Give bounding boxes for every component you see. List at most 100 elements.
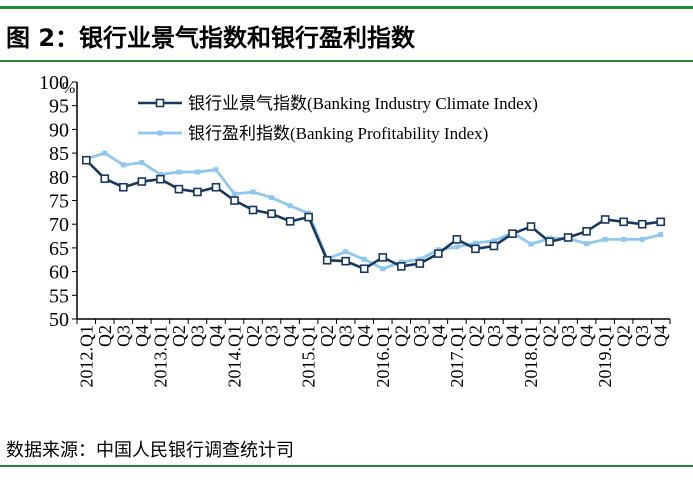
data-point (102, 150, 108, 156)
x-tick-label: Q3 (410, 325, 430, 347)
data-point (176, 169, 182, 175)
series-profitability-index (83, 150, 664, 272)
x-tick-label: Q2 (391, 325, 411, 347)
x-tick-label: 2015.Q1 (299, 325, 319, 388)
figure-title: 图 2：银行业景气指数和银行盈利指数 (6, 24, 416, 52)
data-point (230, 196, 239, 205)
x-tick-label: Q2 (169, 325, 189, 347)
y-tick-label: 60 (49, 262, 69, 284)
y-tick-label: 75 (49, 191, 69, 213)
x-tick-label: 2014.Q1 (225, 325, 245, 388)
data-point (341, 256, 351, 266)
x-tick-label: Q3 (336, 325, 356, 347)
x-tick-label: Q4 (502, 325, 522, 347)
data-point (619, 217, 628, 227)
data-point (602, 236, 608, 242)
x-axis-ticks: 2012.Q1Q2Q3Q42013.Q1Q2Q3Q42014.Q1Q2Q3Q42… (76, 319, 671, 388)
data-point (250, 189, 256, 195)
y-tick-label: 70 (49, 214, 69, 236)
data-point (248, 205, 258, 215)
legend-item: 银行盈利指数(Banking Profitability Index) (138, 124, 488, 143)
data-point (491, 238, 497, 244)
chart-axes (76, 82, 670, 320)
legend-label: 银行盈利指数(Banking Profitability Index) (188, 124, 488, 143)
x-tick-label: Q2 (95, 325, 115, 347)
data-point (81, 155, 91, 165)
data-point (452, 235, 462, 244)
x-tick-label: 2013.Q1 (150, 325, 170, 388)
y-tick-label: 90 (49, 119, 69, 141)
y-axis-unit: % (62, 80, 75, 97)
data-point (119, 182, 128, 192)
y-tick-label: 50 (49, 309, 69, 331)
data-point (139, 160, 145, 166)
data-point (584, 241, 590, 247)
data-point (508, 229, 517, 238)
data-point (658, 232, 664, 238)
x-tick-label: Q3 (113, 325, 133, 347)
data-point (285, 217, 295, 226)
data-point (600, 215, 610, 224)
x-tick-label: Q4 (577, 325, 597, 347)
data-point (304, 212, 313, 222)
data-point (137, 177, 147, 186)
x-tick-label: Q3 (484, 325, 504, 347)
data-point (156, 174, 165, 184)
data-point (287, 203, 293, 209)
data-point (545, 237, 554, 247)
legend-swatch-marker (155, 98, 165, 108)
bottom-rule (0, 465, 693, 467)
series-climate-index (81, 155, 666, 274)
data-point (471, 244, 480, 254)
data-point (472, 240, 478, 246)
data-point (528, 241, 534, 247)
y-tick-label: 95 (49, 96, 69, 118)
x-tick-label: Q4 (354, 325, 374, 347)
data-point (415, 259, 425, 268)
x-tick-label: 2017.Q1 (447, 325, 467, 388)
y-tick-label: 100 (39, 72, 69, 94)
data-point (232, 191, 238, 197)
x-tick-label: 2019.Q1 (595, 325, 615, 388)
y-tick-label: 80 (49, 167, 69, 189)
y-tick-label: 85 (49, 143, 69, 165)
data-point (361, 256, 367, 262)
data-point (193, 187, 202, 197)
data-point (526, 222, 536, 231)
x-tick-label: Q2 (243, 325, 263, 347)
legend-label: 银行业景气指数(Banking Industry Climate Index) (188, 94, 538, 113)
data-point (211, 182, 221, 192)
data-point (267, 209, 276, 219)
data-point (157, 171, 163, 177)
data-point (378, 253, 388, 262)
data-point (100, 174, 110, 183)
x-tick-label: Q4 (206, 325, 226, 347)
data-point (637, 219, 647, 229)
data-point (213, 167, 219, 173)
x-tick-label: Q3 (632, 325, 652, 347)
data-point (639, 236, 645, 242)
data-point (174, 184, 184, 194)
chart-legend: 银行业景气指数(Banking Industry Climate Index) 银… (138, 94, 538, 143)
data-point (359, 264, 369, 274)
data-point (434, 249, 443, 258)
data-point (489, 241, 499, 251)
x-tick-label: Q4 (280, 325, 300, 347)
y-tick-label: 55 (49, 285, 69, 307)
x-tick-label: Q2 (465, 325, 485, 347)
data-point (454, 244, 460, 250)
x-tick-label: 2018.Q1 (521, 325, 541, 388)
x-tick-label: Q2 (614, 325, 634, 347)
x-tick-label: Q4 (651, 325, 671, 347)
x-tick-label: Q4 (428, 325, 448, 347)
x-tick-label: Q2 (540, 325, 560, 347)
x-tick-label: Q2 (317, 325, 337, 347)
data-point (582, 227, 591, 236)
x-tick-label: Q3 (262, 325, 282, 347)
chart-series (81, 150, 666, 274)
data-point (120, 162, 126, 168)
data-point (194, 169, 200, 175)
title-underline (0, 60, 693, 62)
